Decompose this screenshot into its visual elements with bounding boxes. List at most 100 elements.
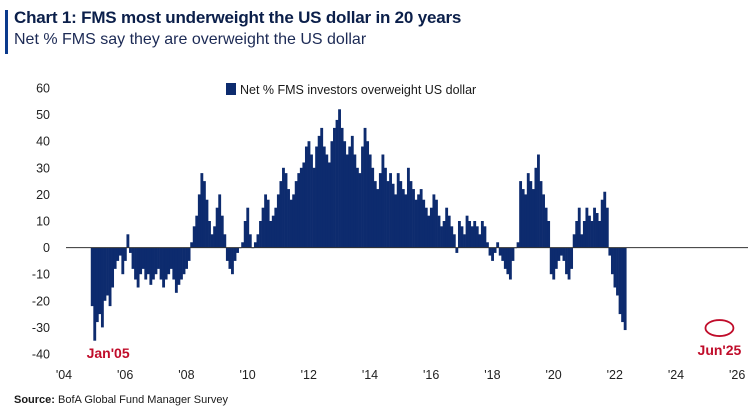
bar: [259, 221, 262, 248]
bar: [325, 154, 329, 248]
bar: [187, 247, 191, 261]
bar: [590, 221, 594, 248]
bar: [177, 247, 181, 285]
bar: [215, 207, 219, 248]
bar: [192, 226, 196, 248]
bar: [190, 242, 194, 248]
bar: [582, 221, 586, 248]
bar: [593, 207, 596, 248]
bar: [465, 215, 469, 248]
bar: [455, 247, 459, 253]
bar: [424, 207, 428, 248]
bar: [384, 167, 387, 248]
y-tick-label: 40: [36, 135, 50, 149]
bar: [544, 207, 548, 248]
bar: [363, 127, 367, 248]
bar: [317, 135, 321, 248]
bar: [154, 247, 158, 275]
bar: [134, 247, 137, 280]
bar: [200, 173, 204, 248]
bar: [577, 207, 581, 248]
bar: [256, 234, 260, 248]
bar: [304, 146, 308, 248]
bar: [378, 173, 382, 248]
bar: [618, 247, 622, 315]
bar: [595, 213, 599, 248]
bar: [432, 194, 436, 248]
bar: [401, 189, 405, 248]
bar: [613, 247, 617, 288]
bar: [330, 141, 334, 248]
bar: [585, 207, 589, 248]
source-note: Source: BofA Global Fund Manager Survey: [14, 394, 228, 406]
bar: [136, 247, 140, 288]
bar: [159, 247, 163, 280]
bar: [253, 242, 257, 248]
legend-label: Net % FMS investors overweight US dollar: [240, 83, 476, 97]
bar: [503, 247, 507, 269]
bar: [287, 189, 290, 248]
bar: [371, 167, 375, 248]
bar: [567, 247, 571, 280]
bar: [621, 247, 625, 323]
bar: [480, 221, 484, 248]
bar: [98, 247, 102, 315]
bar: [141, 247, 145, 269]
bar: [534, 167, 538, 248]
bar: [233, 247, 237, 261]
bar: [139, 247, 143, 275]
bar: [144, 247, 148, 280]
bar: [236, 247, 239, 253]
bar: [531, 189, 535, 248]
bar: [557, 247, 561, 261]
bar: [218, 194, 222, 248]
bar: [572, 234, 576, 248]
bar: [450, 226, 454, 248]
bar: [310, 154, 313, 248]
bar: [231, 247, 234, 275]
legend: Net % FMS investors overweight US dollar: [226, 83, 476, 97]
x-tick-label: '24: [668, 368, 684, 382]
bar: [350, 135, 354, 248]
bar: [542, 194, 545, 248]
bar: [386, 181, 390, 248]
bar: [246, 207, 250, 248]
legend-swatch: [226, 83, 236, 95]
bar: [355, 167, 359, 248]
bar: [368, 154, 372, 248]
y-tick-label: 30: [36, 161, 50, 175]
y-axis-ticks: -40 -30 -20 -10 0 10 20 30 40 50 60: [32, 82, 50, 362]
bar: [440, 226, 443, 248]
y-tick-label: -40: [32, 348, 50, 362]
bar: [297, 173, 301, 248]
bar: [508, 247, 512, 280]
bar: [90, 247, 94, 307]
bar: [167, 247, 171, 275]
bars-group: [90, 109, 627, 341]
y-tick-label: -10: [32, 268, 50, 282]
bar: [575, 221, 579, 248]
bar: [108, 247, 112, 307]
bar: [338, 109, 341, 248]
bar: [547, 221, 551, 248]
bar: [345, 154, 349, 248]
bar: [93, 247, 97, 341]
bar: [180, 247, 183, 280]
bar: [121, 247, 125, 275]
bar: [261, 207, 265, 248]
bar: [164, 247, 168, 280]
bar: [197, 194, 201, 248]
bar: [412, 189, 415, 248]
bar: [118, 247, 122, 256]
annotation-circle-jun25: [704, 319, 735, 337]
bar: [491, 247, 494, 261]
bar: [103, 247, 107, 301]
bar: [274, 207, 278, 248]
bar: [552, 247, 556, 280]
bar: [447, 215, 451, 248]
bar: [162, 247, 166, 288]
bar: [294, 181, 298, 248]
bar: [435, 199, 438, 248]
bar: [149, 247, 153, 285]
